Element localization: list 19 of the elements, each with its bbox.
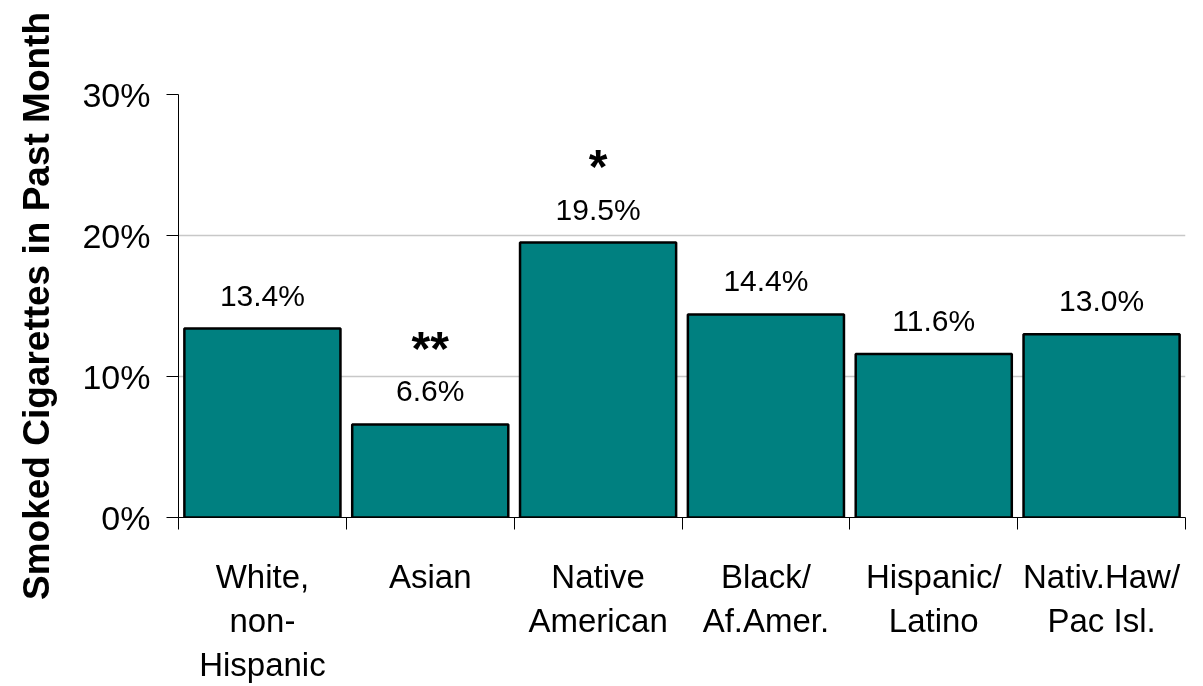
annotation: **: [411, 321, 450, 375]
y-tick-label: 30%: [82, 75, 151, 114]
y-tick-label: 20%: [82, 216, 151, 255]
x-tick-label: White, non- Hispanic: [199, 557, 326, 684]
data-label: 14.4%: [723, 264, 809, 298]
y-tick-label: 0%: [101, 498, 151, 537]
x-tick-label: Hispanic/ Latino: [865, 557, 1003, 639]
x-tick-label: Native American: [528, 557, 668, 639]
data-label: 13.4%: [219, 278, 305, 312]
data-label: 19.5%: [555, 192, 641, 226]
y-tick-label: 10%: [82, 357, 151, 396]
x-tick-label: Nativ.Haw/ Pac Isl.: [1023, 557, 1181, 639]
data-label: 13.0%: [1059, 284, 1145, 318]
x-tick-label: Black/ Af.Amer.: [702, 557, 830, 639]
y-axis-title: Smoked Cigarettes in Past Month: [16, 11, 58, 600]
data-label: 6.6%: [396, 374, 465, 408]
x-tick-label: Asian: [388, 557, 472, 595]
annotation: *: [588, 140, 608, 194]
data-label: 11.6%: [892, 303, 976, 337]
